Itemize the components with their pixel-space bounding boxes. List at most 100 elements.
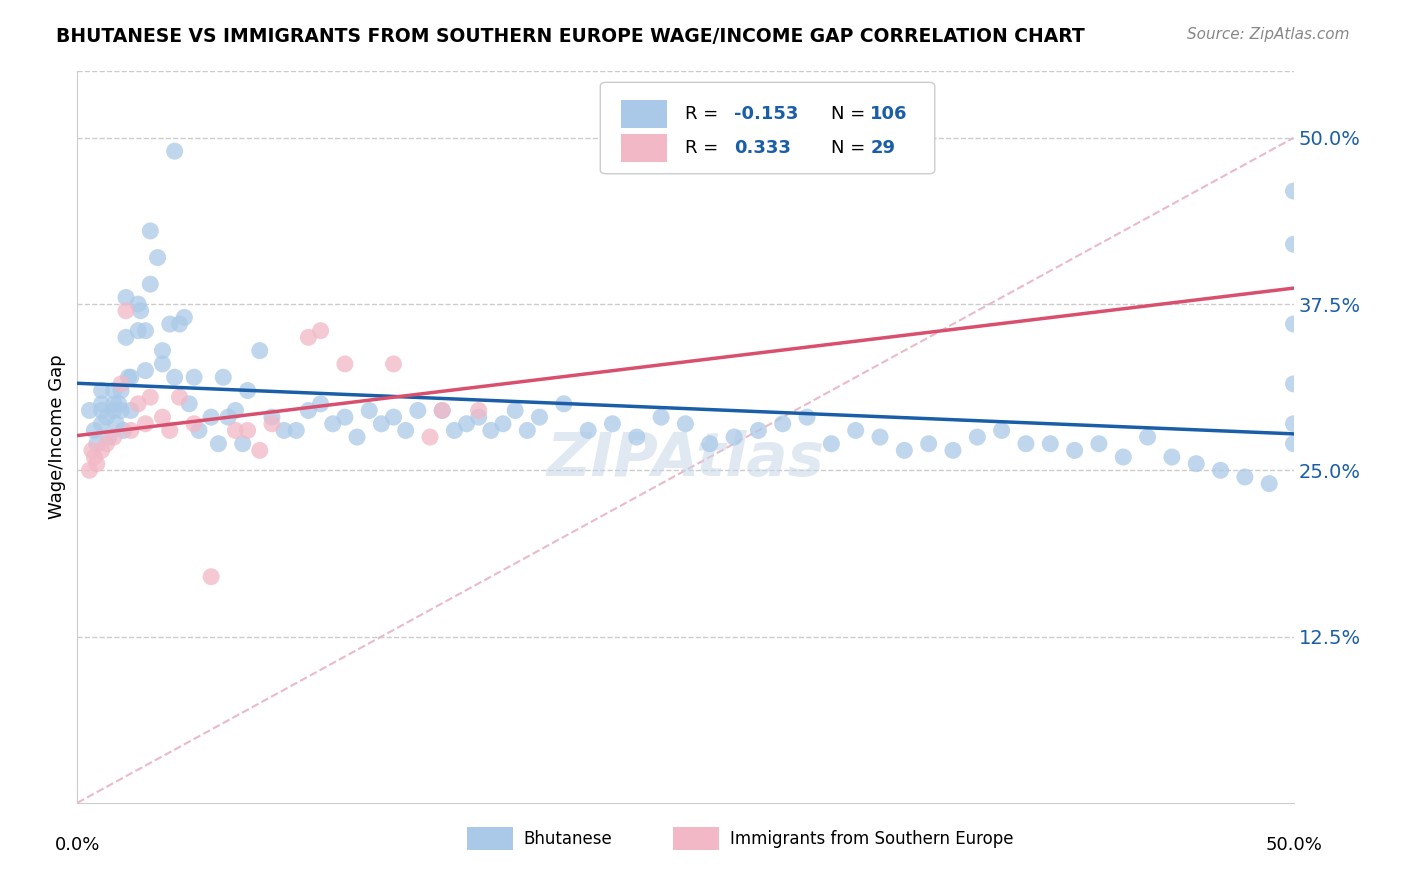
Point [966,430,988,444]
Text: BHUTANESE VS IMMIGRANTS FROM SOUTHERN EUROPE WAGE/INCOME GAP CORRELATION CHART: BHUTANESE VS IMMIGRANTS FROM SOUTHERN EU… [56,27,1085,45]
Point [200,410,222,425]
Point [382,357,405,371]
FancyBboxPatch shape [600,82,935,174]
Point [188,424,211,438]
Point [297,330,319,344]
Point [86,457,108,471]
Point [430,403,453,417]
Point [139,224,162,238]
Point [159,424,181,438]
Point [236,384,259,398]
Point [699,436,721,450]
Point [1282,184,1305,198]
Point [1233,470,1256,484]
Point [309,397,332,411]
Point [1185,457,1208,471]
Text: Source: ZipAtlas.com: Source: ZipAtlas.com [1187,27,1350,42]
Text: R =: R = [686,104,724,123]
Y-axis label: Wage/Income Gap: Wage/Income Gap [48,355,66,519]
Point [200,570,222,584]
Point [249,343,271,358]
Text: 0.333: 0.333 [734,139,792,157]
Point [86,436,108,450]
Point [419,430,441,444]
Point [120,424,142,438]
Text: -0.153: -0.153 [734,104,799,123]
Point [212,370,235,384]
Point [105,417,128,431]
FancyBboxPatch shape [621,100,668,128]
Point [97,430,120,444]
Point [650,410,672,425]
Point [1282,376,1305,391]
Point [120,370,142,384]
Point [96,436,118,450]
Point [260,417,283,431]
Point [173,310,195,325]
Point [217,410,239,425]
Point [359,403,381,417]
Point [1258,476,1281,491]
Point [139,277,162,292]
Point [747,424,769,438]
Point [333,357,356,371]
Point [90,397,112,411]
Point [232,436,254,450]
Point [117,370,139,384]
Point [127,324,149,338]
Point [115,290,138,304]
Point [127,297,149,311]
Point [1282,436,1305,450]
Point [467,403,489,417]
Point [110,403,132,417]
Point [139,390,162,404]
Point [1015,436,1038,450]
Point [163,370,186,384]
Point [152,410,174,425]
Point [79,463,101,477]
Point [90,443,112,458]
Point [845,424,868,438]
Text: 106: 106 [870,104,908,123]
Text: ZIPAtlas: ZIPAtlas [547,430,824,489]
Point [503,403,526,417]
Point [309,324,332,338]
Point [346,430,368,444]
Point [146,251,169,265]
Point [179,397,201,411]
Point [224,424,246,438]
Text: N =: N = [831,104,872,123]
Point [96,410,118,425]
Point [90,384,112,398]
Point [83,450,105,464]
Text: Bhutanese: Bhutanese [523,830,613,847]
Point [626,430,648,444]
Point [112,424,135,438]
Point [1088,436,1111,450]
Text: N =: N = [831,139,872,157]
FancyBboxPatch shape [621,135,668,162]
Point [236,424,259,438]
Text: Immigrants from Southern Europe: Immigrants from Southern Europe [731,830,1014,847]
Point [382,410,405,425]
Point [83,424,105,438]
Point [134,417,156,431]
Point [723,430,745,444]
Point [120,403,142,417]
Point [479,424,502,438]
Point [115,303,138,318]
Point [152,343,174,358]
Point [443,424,465,438]
Point [602,417,624,431]
Point [183,370,205,384]
Point [492,417,515,431]
Point [1282,237,1305,252]
Point [183,417,205,431]
Point [1282,417,1305,431]
Point [127,397,149,411]
Point [456,417,478,431]
Point [675,417,697,431]
Point [224,403,246,417]
Point [103,397,125,411]
Point [796,410,818,425]
